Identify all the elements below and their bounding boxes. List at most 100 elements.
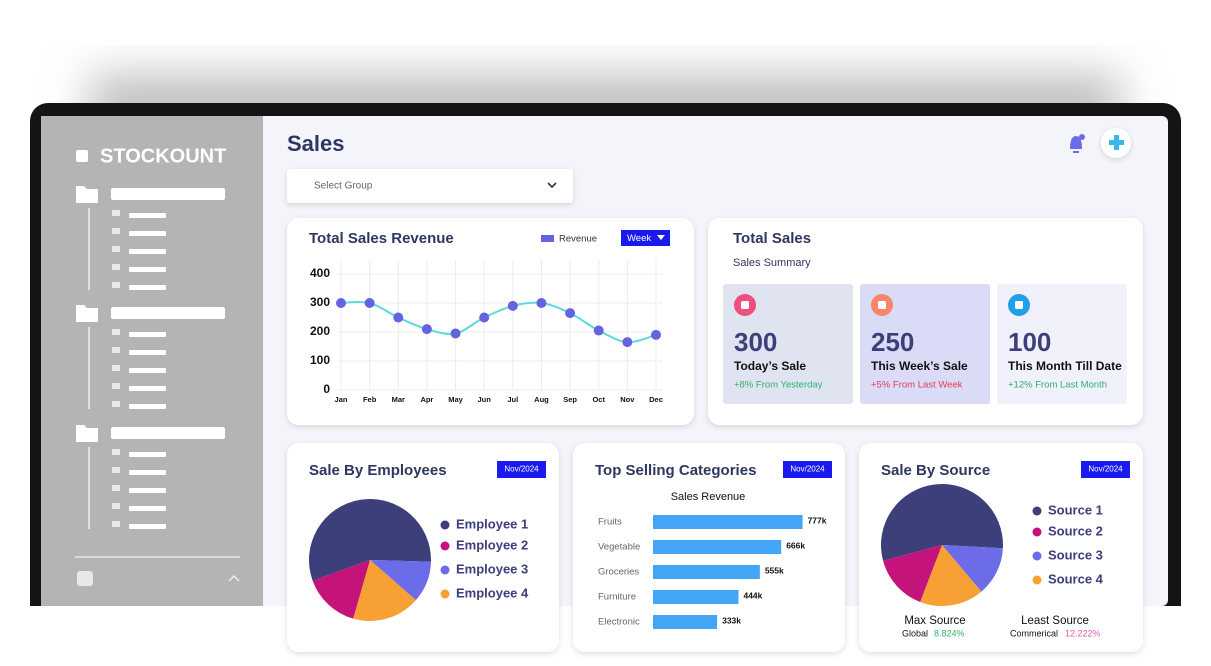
sub-item (129, 470, 166, 475)
date-badge[interactable] (783, 461, 832, 478)
summary-label: Today’s Sale (734, 359, 806, 373)
sub-icon (112, 401, 120, 407)
legend-label: Source 4 (1048, 571, 1104, 586)
x-tick-label: Sep (563, 395, 577, 404)
folder-icon (76, 305, 98, 322)
date-badge-label: Nov/2024 (1088, 465, 1123, 474)
summary-label: This Month Till Date (1008, 359, 1122, 373)
x-tick-label: Oct (592, 395, 605, 404)
y-tick-label: 300 (310, 295, 330, 309)
bar (653, 540, 782, 554)
category-label: Groceries (598, 567, 639, 578)
value-label: 333k (722, 615, 741, 625)
y-tick-label: 100 (310, 353, 330, 367)
value-label: 777k (808, 515, 827, 525)
sub-item (129, 213, 166, 218)
y-tick-label: 0 (323, 382, 330, 396)
summary-card (997, 284, 1127, 404)
date-badge-label: Nov/2024 (504, 465, 539, 474)
pie-slice (312, 560, 370, 619)
category-label: Electronic (598, 617, 640, 628)
summary-card (723, 284, 853, 404)
summary-value: 100 (1008, 327, 1051, 357)
sub-icon (112, 383, 120, 389)
line-marker (450, 328, 461, 339)
sub-item (129, 506, 166, 511)
collapse-chevron[interactable] (228, 574, 240, 582)
x-tick-label: Feb (363, 395, 377, 404)
line-marker (507, 300, 518, 311)
y-tick-label: 400 (310, 266, 330, 280)
sub-icon (112, 228, 120, 234)
nav-item (111, 427, 225, 439)
summary-change: +8% From Yesterday (734, 380, 823, 391)
summary-icon-glyph (1015, 301, 1023, 309)
max-source-label: Max Source (904, 615, 965, 627)
x-tick-label: May (448, 395, 463, 404)
chart-subtitle: Sales Revenue (671, 491, 746, 503)
pie-slice (881, 483, 1003, 561)
pie-slice (370, 560, 431, 601)
date-badge[interactable] (497, 461, 546, 478)
line-marker (622, 337, 633, 348)
sub-item (129, 267, 166, 272)
legend-dot (1032, 527, 1042, 537)
bar-chart: Fruits 777k Vegetable 666k Groceries 555k Furn… (598, 515, 827, 629)
sub-item (129, 404, 166, 409)
bar (653, 515, 803, 529)
summary-change: +5% From Last Week (871, 380, 963, 391)
line-marker (593, 325, 604, 336)
category-label: Fruits (598, 517, 622, 528)
line-marker (565, 308, 576, 319)
dropdown-arrow (657, 235, 665, 240)
sub-icon (112, 365, 120, 371)
notification-bell[interactable] (1070, 136, 1082, 153)
sidebar-nav (76, 186, 225, 529)
select-group[interactable] (287, 169, 573, 203)
line-chart: 0 100 200 300 400 Jan Feb Mar Apr May Jun Jul Aug Sep… (310, 260, 663, 404)
legend-label: Employee 4 (456, 585, 529, 600)
category-label: Furniture (598, 592, 636, 603)
notification-dot (1079, 134, 1085, 140)
summary-change: +12% From Last Month (1008, 380, 1107, 391)
chart-title: Sale By Employees (309, 462, 447, 479)
legend-dot (440, 541, 450, 551)
sub-item (129, 249, 166, 254)
pie-charts: Employee 1 Employee 2 Employee 3 Employee 4… (309, 483, 1104, 621)
x-tick-label: Jan (335, 395, 348, 404)
sub-item (129, 350, 166, 355)
pie-slice (920, 545, 982, 606)
sub-icon (112, 347, 120, 353)
pie-slice (309, 499, 431, 581)
date-badge[interactable] (1081, 461, 1130, 478)
line-marker (536, 298, 547, 308)
value-label: 444k (743, 590, 762, 600)
period-label: Week (627, 233, 651, 244)
x-tick-label: Aug (534, 395, 549, 404)
legend-dot (440, 589, 450, 599)
sub-item (129, 452, 166, 457)
bar (653, 615, 718, 629)
toggle-icon[interactable] (77, 571, 93, 586)
summary-card (860, 284, 990, 404)
summary-value: 250 (871, 327, 914, 357)
sub-icon (112, 282, 120, 288)
summary-value: 300 (734, 327, 777, 357)
folder-icon (76, 425, 98, 442)
pie-slice (942, 545, 1003, 592)
period-dropdown[interactable] (621, 230, 670, 246)
line-marker (393, 312, 404, 323)
value-label: 666k (786, 540, 805, 550)
legend-label: Employee 3 (456, 561, 528, 576)
brand-icon (76, 150, 88, 162)
sub-icon (112, 467, 120, 473)
sub-icon (112, 329, 120, 335)
nav-item (111, 188, 225, 200)
summary-cards: 300 Today’s Sale +8% From Yesterday 250 This… (723, 284, 1127, 404)
bar (653, 565, 760, 579)
max-source-value: 8.824% (934, 628, 965, 638)
x-tick-label: Dec (649, 395, 663, 404)
summary-icon-glyph (741, 301, 749, 309)
summary-label: This Week’s Sale (871, 359, 968, 373)
profile-logo (1109, 135, 1124, 150)
